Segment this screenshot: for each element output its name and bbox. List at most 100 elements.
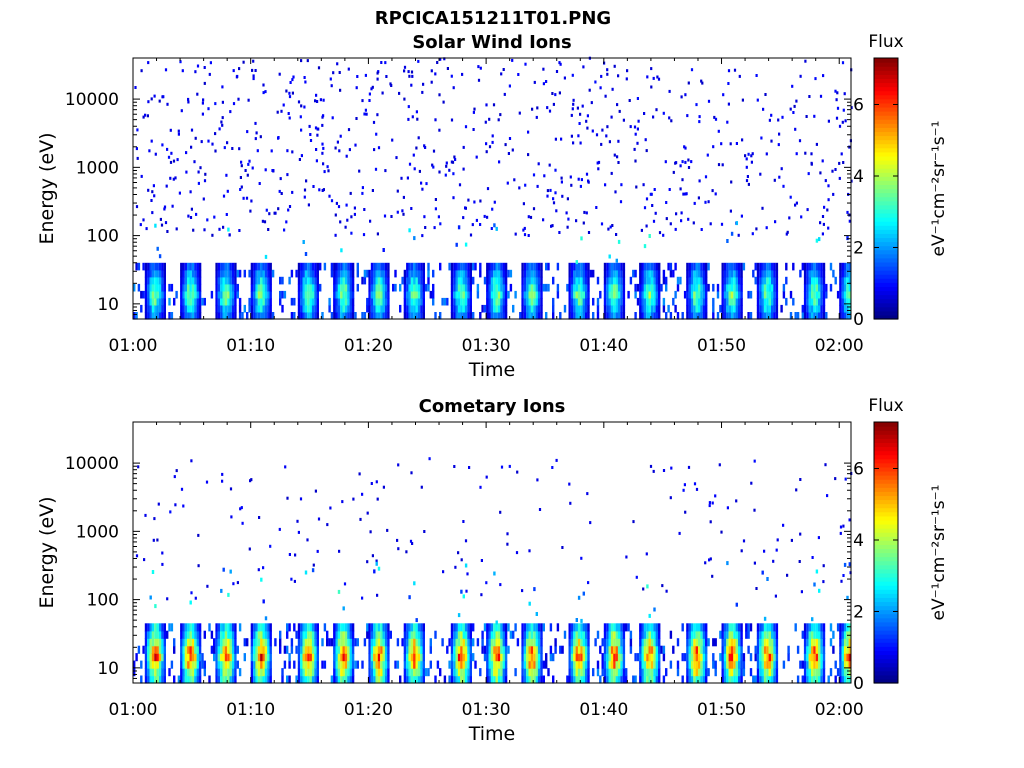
data-cell [511, 148, 514, 152]
data-cell [189, 312, 192, 320]
data-cell [490, 227, 493, 230]
data-cell [540, 660, 543, 669]
data-cell [163, 269, 166, 278]
data-cell [610, 304, 614, 313]
data-cell [197, 533, 200, 537]
data-cell [589, 521, 592, 525]
data-cell [540, 276, 543, 285]
data-cell [279, 290, 282, 299]
colorbar-segment [874, 572, 898, 578]
data-cell [490, 638, 494, 647]
data-cell [469, 297, 472, 306]
data-cell [648, 304, 651, 313]
data-cell [841, 630, 844, 639]
data-cell [300, 297, 303, 306]
data-cell [377, 304, 381, 313]
data-cell [702, 660, 706, 669]
data-cell [577, 177, 580, 181]
data-cell [368, 675, 371, 684]
data-cell [695, 638, 698, 647]
data-cell [406, 297, 409, 306]
data-cell [267, 228, 270, 231]
data-cell [610, 297, 614, 306]
data-cell [620, 283, 623, 292]
data-cell [149, 290, 152, 299]
data-cell [234, 645, 237, 654]
data-cell [408, 74, 411, 78]
data-cell [730, 653, 734, 662]
data-cell [182, 645, 185, 654]
data-cell [349, 269, 352, 278]
data-cell [582, 312, 585, 320]
colorbar-segment [874, 82, 898, 88]
data-cell [370, 304, 374, 313]
data-cell [153, 194, 156, 198]
data-cell [354, 143, 357, 147]
data-cell [488, 269, 491, 278]
data-cell [479, 66, 482, 70]
data-cell [610, 660, 614, 669]
data-cell [432, 297, 435, 306]
data-cell [403, 623, 407, 632]
data-cell [374, 167, 378, 171]
spectrogram-cells [133, 457, 853, 684]
data-cell [497, 630, 501, 639]
data-cell [152, 184, 155, 188]
data-cell [603, 675, 607, 684]
data-cell [606, 312, 609, 320]
data-cell [754, 262, 757, 271]
data-cell [278, 527, 281, 531]
data-cell [653, 188, 656, 191]
data-cell [399, 675, 402, 684]
data-cell [688, 668, 691, 677]
data-cell [303, 195, 306, 199]
data-cell [340, 653, 343, 662]
data-cell [335, 262, 338, 271]
data-cell [662, 276, 666, 285]
data-cell [337, 638, 341, 647]
colorbar-segment [874, 253, 898, 259]
data-cell [238, 312, 242, 320]
data-cell [686, 114, 689, 118]
data-cell [523, 304, 527, 313]
data-cell [187, 297, 190, 306]
data-cell [834, 276, 837, 285]
data-cell [427, 668, 430, 677]
data-cell [542, 660, 545, 669]
data-cell [583, 210, 586, 214]
data-cell [815, 660, 819, 669]
data-cell [264, 630, 268, 639]
data-cell [662, 645, 666, 654]
data-cell [551, 466, 554, 469]
data-cell [733, 623, 736, 632]
data-cell [312, 185, 315, 188]
data-cell [600, 142, 603, 146]
data-cell [231, 304, 235, 313]
data-cell [297, 312, 301, 320]
data-cell [490, 304, 494, 313]
data-cell [417, 630, 421, 639]
data-cell [615, 233, 618, 236]
data-cell [500, 668, 503, 677]
data-cell [690, 269, 694, 278]
data-cell [497, 283, 501, 292]
data-cell [222, 668, 225, 677]
data-cell [217, 638, 221, 647]
data-cell [800, 590, 803, 594]
data-cell [455, 297, 458, 306]
data-cell [547, 283, 550, 292]
data-cell [759, 668, 762, 677]
data-cell [723, 290, 727, 299]
data-cell [662, 297, 666, 306]
data-cell [213, 653, 216, 662]
data-cell [198, 630, 202, 639]
data-cell [309, 133, 312, 136]
data-cell [827, 675, 830, 684]
data-cell [304, 276, 308, 285]
data-cell [585, 660, 588, 669]
data-cell [485, 142, 488, 146]
data-cell [220, 269, 223, 278]
data-cell [215, 312, 218, 320]
data-cell [818, 638, 821, 647]
